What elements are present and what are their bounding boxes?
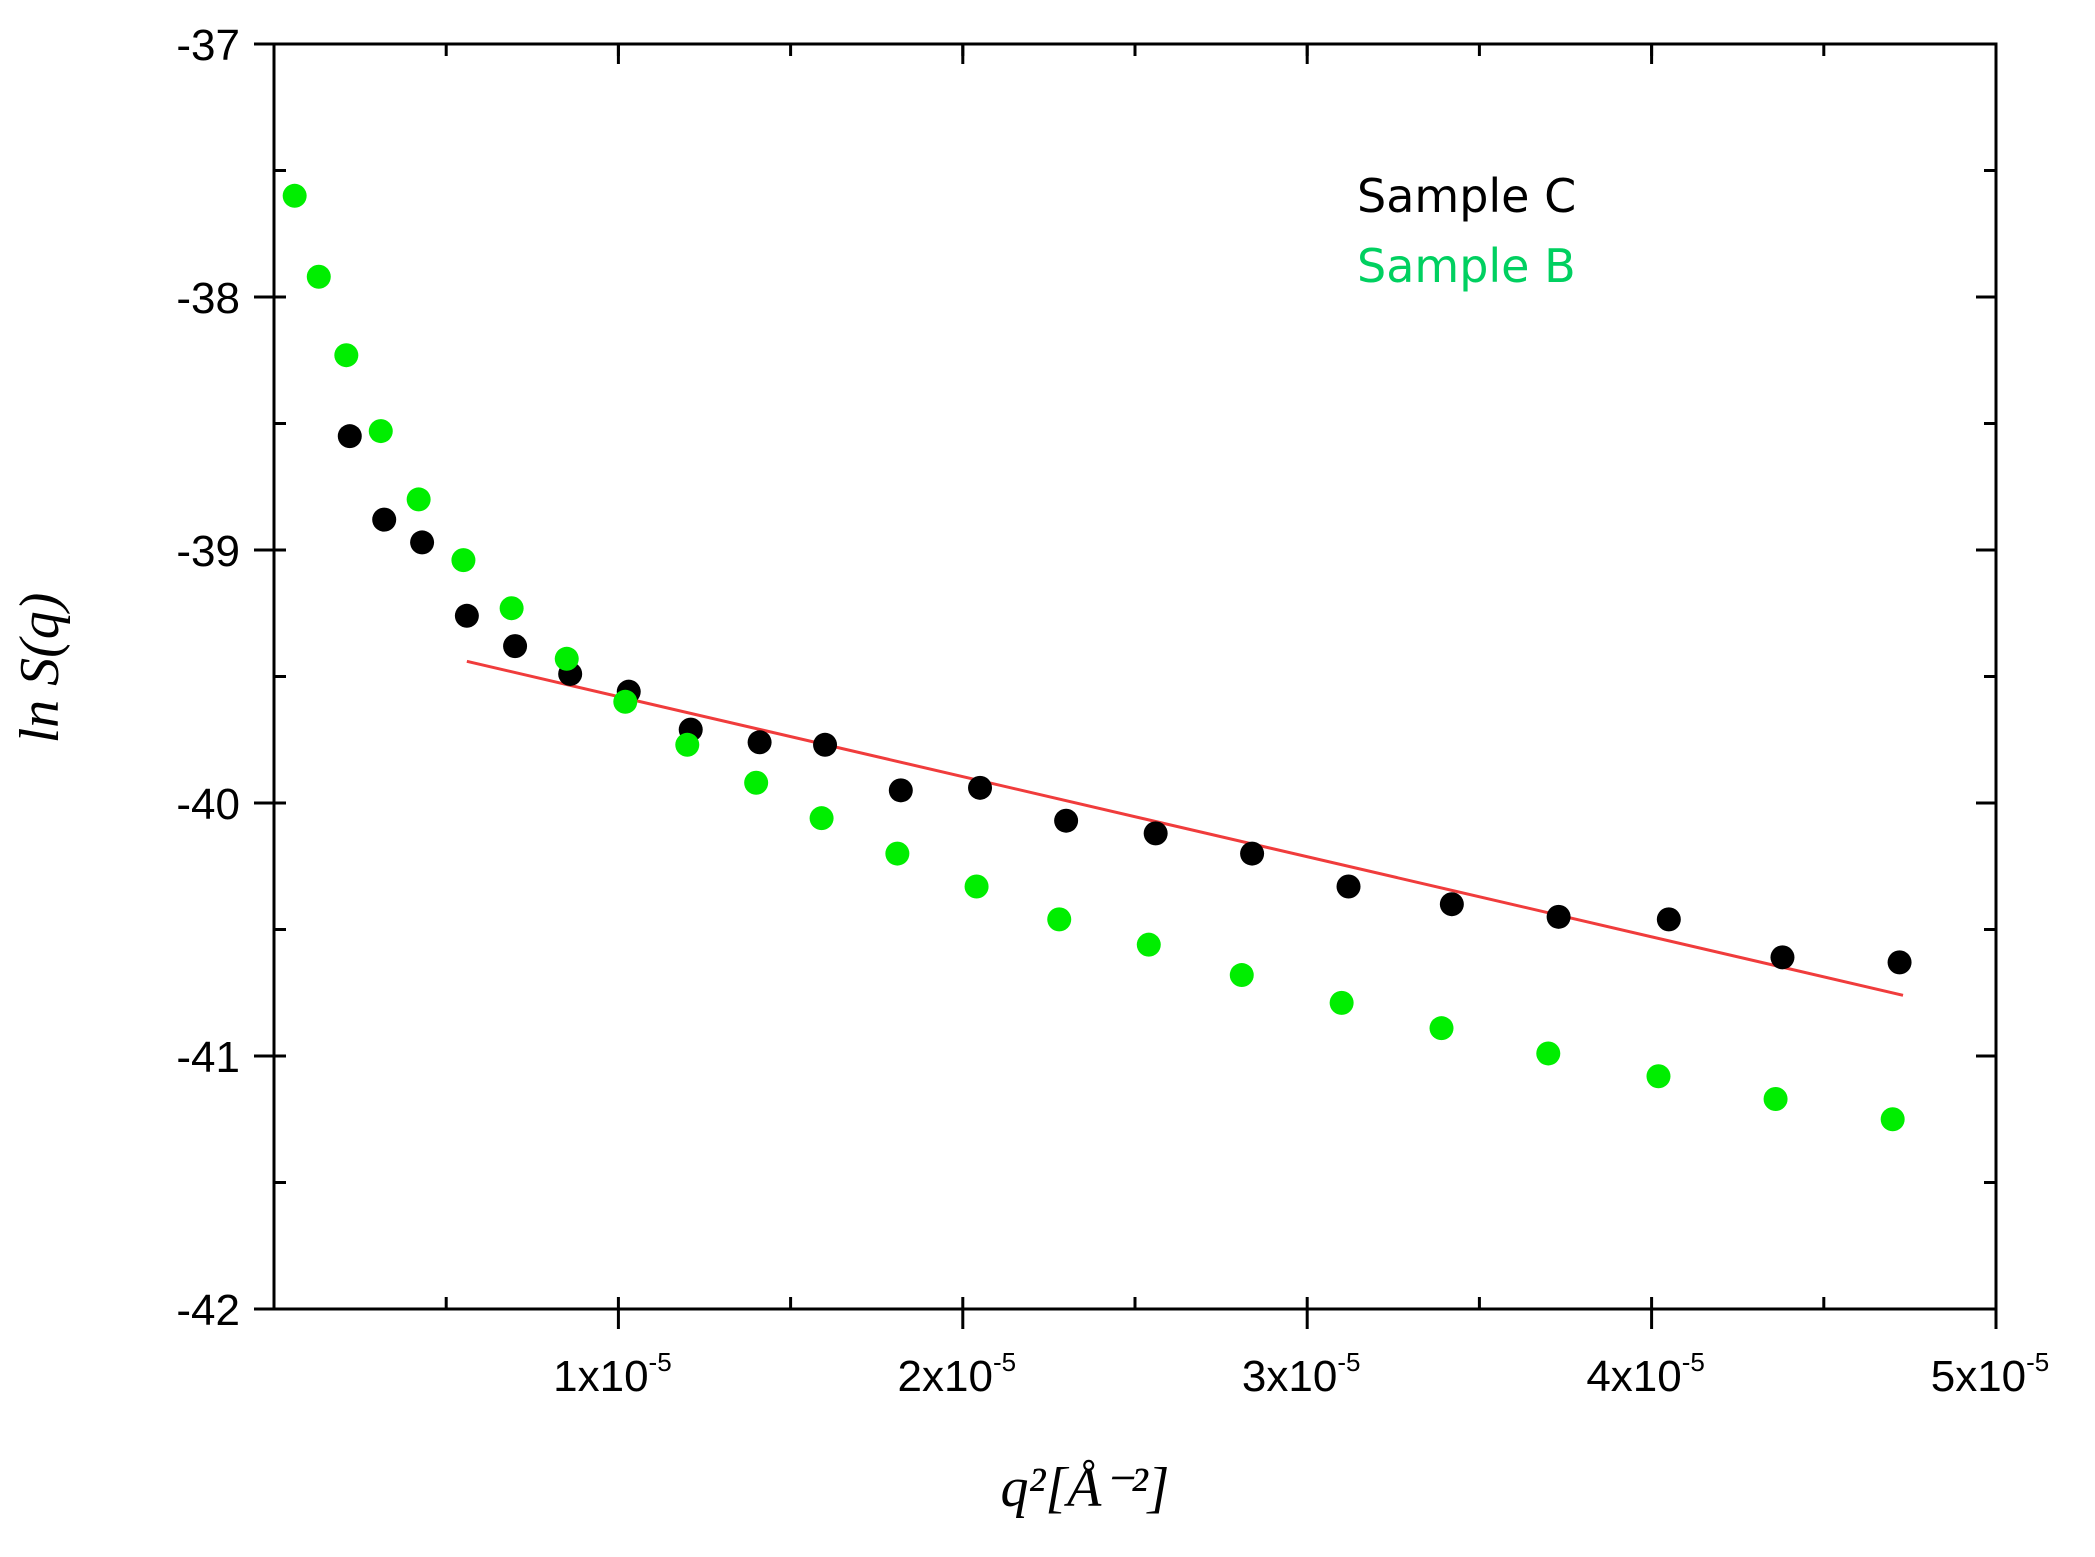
data-point-sample-b	[613, 689, 638, 714]
data-point-sample-c	[968, 775, 993, 800]
data-point-sample-b	[1329, 990, 1354, 1015]
data-point-sample-c	[1770, 945, 1795, 970]
data-point-sample-c	[1054, 808, 1079, 833]
data-point-sample-b	[1047, 907, 1072, 932]
x-tick-exponent: -5	[1682, 1347, 1705, 1377]
x-tick-label: 2x10-5	[898, 1347, 1017, 1401]
legend-entry-sample-b: Sample B	[1357, 239, 1576, 293]
data-point-sample-c	[1546, 904, 1571, 929]
data-point-sample-b	[334, 343, 359, 368]
data-point-sample-c	[813, 732, 838, 757]
data-point-sample-b	[1536, 1041, 1561, 1066]
data-point-sample-b	[809, 806, 834, 831]
data-point-sample-b	[885, 841, 910, 866]
x-tick-exponent: -5	[2026, 1347, 2049, 1377]
data-point-sample-c	[372, 507, 397, 532]
x-tick-label: 1x10-5	[553, 1347, 672, 1401]
data-point-sample-b	[1136, 932, 1161, 957]
data-point-sample-c	[1656, 907, 1681, 932]
x-tick-exponent: -5	[649, 1347, 672, 1377]
x-tick-label: 5x10-5	[1931, 1347, 2050, 1401]
data-point-sample-c	[454, 603, 479, 628]
x-axis-label: q²[Å⁻²]	[1001, 1457, 1170, 1519]
data-point-sample-c	[503, 634, 528, 659]
data-point-sample-b	[1763, 1087, 1788, 1112]
fit-line-layer	[466, 659, 1904, 997]
data-point-sample-b	[554, 646, 579, 671]
data-point-sample-b	[1646, 1064, 1671, 1089]
data-point-sample-c	[1439, 892, 1464, 917]
y-tick-label: -37	[176, 21, 240, 70]
data-points	[282, 183, 1912, 1132]
y-tick-label: -40	[176, 780, 240, 829]
data-point-sample-b	[282, 183, 307, 208]
y-tick-label: -42	[176, 1286, 240, 1335]
x-tick-exponent: -5	[993, 1347, 1016, 1377]
y-tick-label: -38	[176, 274, 240, 323]
x-tick-mantissa: 3x10	[1242, 1352, 1337, 1401]
x-tick-label: 4x10-5	[1586, 1347, 1705, 1401]
data-point-sample-b	[744, 770, 769, 795]
data-point-sample-b	[451, 548, 476, 573]
data-point-sample-c	[1887, 950, 1912, 975]
data-point-sample-b	[499, 596, 524, 621]
x-tick-mantissa: 2x10	[898, 1352, 993, 1401]
data-point-sample-b	[964, 874, 989, 899]
y-tick-label: -41	[176, 1033, 240, 1082]
x-tick-mantissa: 1x10	[553, 1352, 648, 1401]
data-point-sample-c	[747, 730, 772, 755]
data-point-sample-b	[306, 264, 331, 289]
legend: Sample C Sample B	[1357, 169, 1576, 293]
legend-entry-sample-c: Sample C	[1357, 169, 1576, 223]
data-point-sample-b	[675, 732, 700, 757]
data-point-sample-c	[888, 778, 913, 803]
y-tick-label: -39	[176, 527, 240, 576]
data-point-sample-b	[368, 419, 393, 444]
data-point-sample-c	[1143, 821, 1168, 846]
x-tick-mantissa: 5x10	[1931, 1352, 2026, 1401]
data-point-sample-b	[406, 487, 431, 512]
data-point-sample-c	[410, 530, 435, 555]
data-point-sample-b	[1880, 1107, 1905, 1132]
data-point-sample-c	[337, 424, 362, 449]
x-tick-label: 3x10-5	[1242, 1347, 1361, 1401]
data-point-sample-b	[1429, 1016, 1454, 1041]
data-point-sample-c	[1336, 874, 1361, 899]
fit-line	[466, 659, 1904, 997]
axis-ticks: 1x10-5 2x10-5 3x10-5 4x10-5 5x10-5-37-38-39-…	[176, 21, 2049, 1401]
data-point-sample-b	[1229, 963, 1254, 988]
data-point-sample-c	[1240, 841, 1265, 866]
x-tick-mantissa: 4x10	[1586, 1352, 1681, 1401]
x-tick-exponent: -5	[1337, 1347, 1360, 1377]
y-axis-label: ln S(q)	[9, 593, 71, 744]
